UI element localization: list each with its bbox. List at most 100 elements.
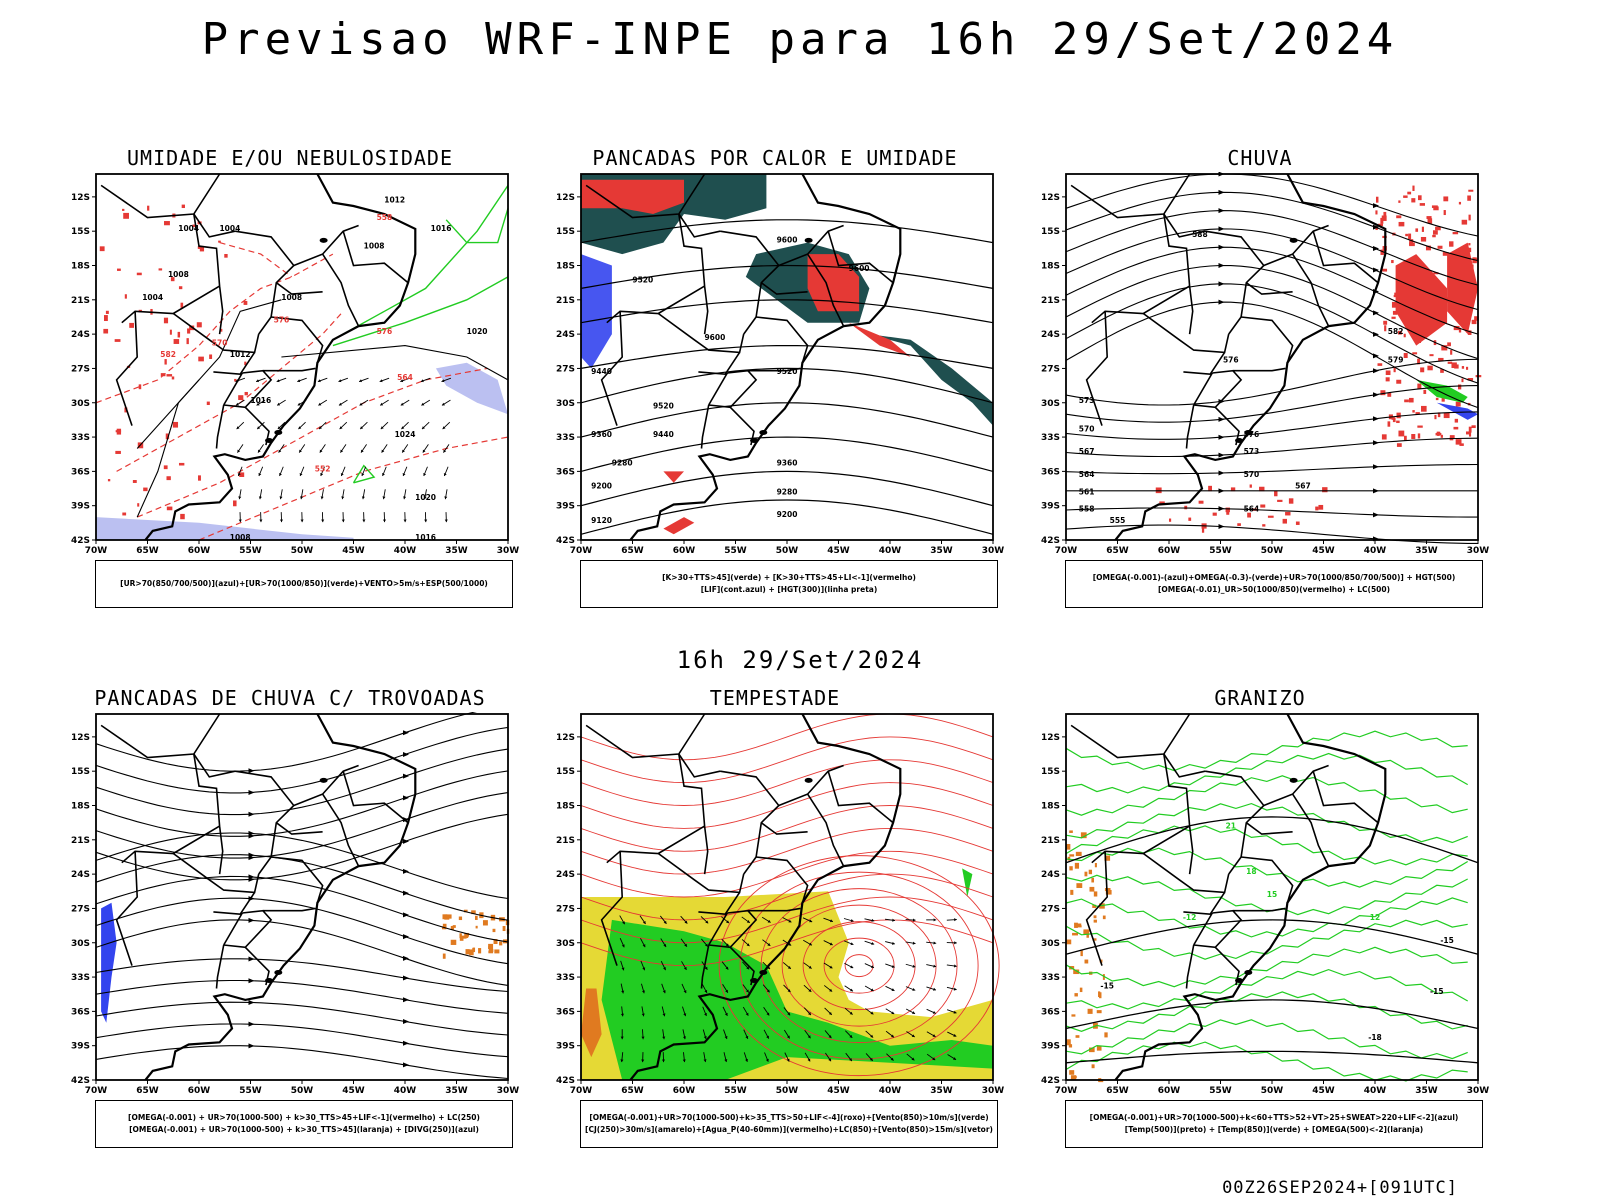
streamline-arrow [1218,524,1225,530]
panel-trovoadas: PANCADAS DE CHUVA C/ TROVOADAS 12S 15S 18S… [60,686,520,1166]
panel-chuva: CHUVA 588 582 579 576 573 570 567 564 561 558 555 5… [1030,146,1490,626]
state-border [585,713,706,759]
speckle [1392,310,1398,315]
wind-arrow-head [953,1057,957,1060]
wind-arrow-head [933,964,937,968]
state-border [223,909,273,949]
contour-label: 582 [1388,327,1404,336]
wind-arrow-head [682,1059,686,1063]
lon-label: 70W [1055,1086,1078,1094]
coastline [144,173,417,541]
speckle [469,949,474,956]
lon-label: 65W [1106,546,1129,554]
speckle [475,925,478,929]
speckle [1091,1064,1095,1069]
wind-arrow-head [704,943,708,947]
speckle [164,359,167,365]
wind-arrow-head [663,967,666,971]
state-border [342,770,409,824]
streamline-arrow [1218,244,1225,250]
state-border [1163,753,1194,875]
lat-label: 27S [71,904,90,914]
wind-arrow-head [380,426,384,430]
lon-label: 35W [1415,546,1438,554]
speckle [1454,418,1459,423]
contour-label: 570 [212,339,228,348]
lat-label: 33S [1041,433,1060,443]
streamline-arrow [403,817,409,823]
lake [804,237,813,243]
lat-label: 36S [71,1007,90,1017]
wind-arrow-head [662,1036,666,1040]
lon-label: 70W [85,1086,108,1094]
temp850-line [1065,802,1468,844]
streamline-arrow [248,917,255,923]
speckle [450,939,457,945]
speckle [1237,523,1241,526]
speckle [1069,854,1075,857]
temp850-line [1065,968,1468,1010]
streamline-arrow [1373,440,1379,446]
state-border [223,369,273,409]
streamline-arrow [1373,267,1379,273]
state-border [1245,282,1293,295]
wind-arrow-head [767,943,771,946]
speckle [206,401,210,406]
lon-label: 55W [1209,546,1232,554]
state-border [708,912,728,946]
wind-arrow-head [339,426,343,430]
speckle [1092,904,1097,908]
legend-line: [CJ(250)>30m/s](amarelo)+[Agua_P(40-60mm… [585,1125,993,1134]
wind-arrow-head [703,1036,707,1040]
state-border [1193,369,1243,409]
wind-arrow-head [379,379,383,383]
speckle [180,302,184,308]
lat-label: 24S [1041,870,1060,880]
wind-arrow-head [256,402,260,406]
speckle [180,513,185,520]
contour-label: 1004 [219,224,240,233]
lake [804,777,813,783]
speckle [1461,378,1464,383]
lat-label: 15S [1041,227,1060,237]
state-border [271,316,324,363]
wind-arrow-head [298,426,302,430]
lc250-streamline [95,1001,509,1036]
lat-label: 30S [1041,399,1060,409]
blue-region [1436,402,1478,420]
speckle [1461,366,1465,369]
speckle [1471,319,1477,325]
contour-label: 564 [1244,504,1260,513]
red-region [1447,242,1478,335]
state-border [1183,351,1226,376]
state-border [600,851,624,966]
streamline-arrow [403,751,409,757]
lake [319,777,328,783]
wind-arrow-head [341,519,345,523]
streamline-arrow [403,730,409,736]
wind-arrow-head [766,1012,770,1016]
contour-label: -15 [1100,982,1114,991]
speckle [124,294,127,299]
speckle [478,948,482,954]
wind-arrow-head [621,990,625,994]
speckle [1074,993,1078,997]
contour-label: 552 [315,464,331,473]
speckle [1277,499,1283,502]
state-border [223,372,243,406]
lat-label: 12S [1041,193,1060,203]
hgt500-line [1065,385,1479,423]
wind-arrow-head [953,1010,957,1014]
lon-label: 45W [1312,546,1335,554]
wind-arrow-head [620,1013,624,1017]
speckle [463,909,468,913]
speckle [122,208,125,211]
speckle [1438,357,1444,362]
speckle [1411,433,1416,439]
wind-arrow-head [829,988,833,992]
panel-title: GRANIZO [1214,686,1306,710]
state-border [193,213,236,238]
speckle [137,503,140,507]
speckle [1076,883,1083,888]
lc250-streamline [95,958,509,993]
